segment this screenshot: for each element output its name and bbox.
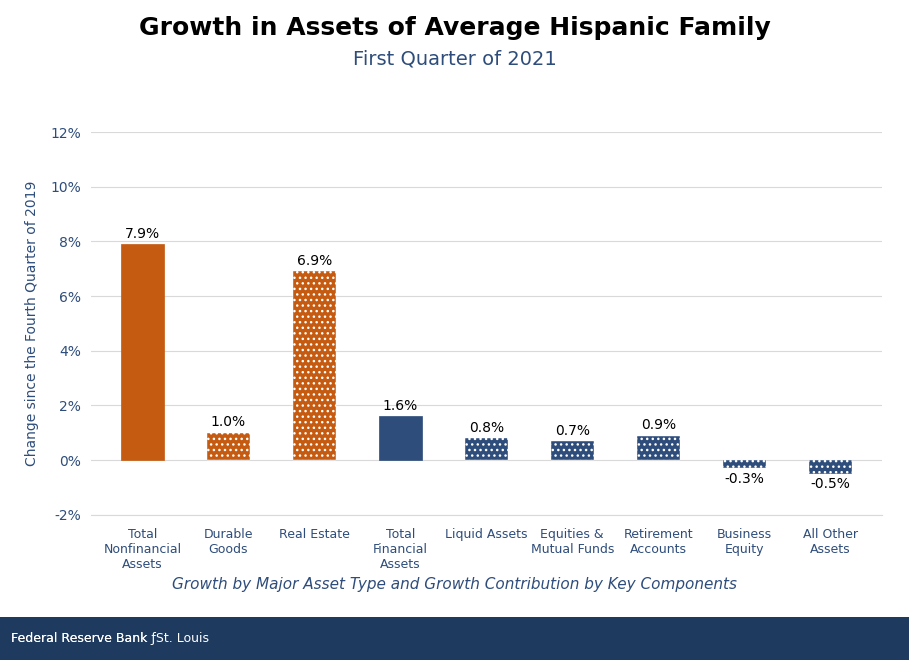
Text: 1.6%: 1.6% — [383, 399, 418, 413]
Text: First Quarter of 2021: First Quarter of 2021 — [353, 50, 556, 69]
Text: Federal Reserve Bank: Federal Reserve Bank — [11, 632, 151, 645]
Text: -0.3%: -0.3% — [724, 472, 764, 486]
Text: 0.8%: 0.8% — [469, 421, 504, 435]
Y-axis label: Change since the Fourth Quarter of 2019: Change since the Fourth Quarter of 2019 — [25, 181, 39, 466]
Text: Growth in Assets of Average Hispanic Family: Growth in Assets of Average Hispanic Fam… — [139, 16, 770, 40]
Bar — [636, 436, 680, 460]
Text: 6.9%: 6.9% — [296, 254, 332, 268]
Text: -0.5%: -0.5% — [810, 477, 850, 491]
Bar — [464, 438, 508, 460]
Bar — [207, 433, 250, 460]
Bar — [293, 271, 336, 460]
Text: 7.9%: 7.9% — [125, 227, 160, 241]
Bar — [121, 244, 164, 460]
Bar — [723, 460, 765, 469]
Bar — [809, 460, 852, 474]
Text: Federal Reserve Bank ƒSt. Louis: Federal Reserve Bank ƒSt. Louis — [11, 632, 209, 645]
Text: 1.0%: 1.0% — [211, 416, 246, 430]
Text: 0.9%: 0.9% — [641, 418, 675, 432]
Bar — [379, 416, 422, 460]
Bar — [551, 441, 594, 460]
Text: 0.7%: 0.7% — [554, 424, 590, 438]
Text: Growth by Major Asset Type and Growth Contribution by Key Components: Growth by Major Asset Type and Growth Co… — [172, 577, 737, 591]
